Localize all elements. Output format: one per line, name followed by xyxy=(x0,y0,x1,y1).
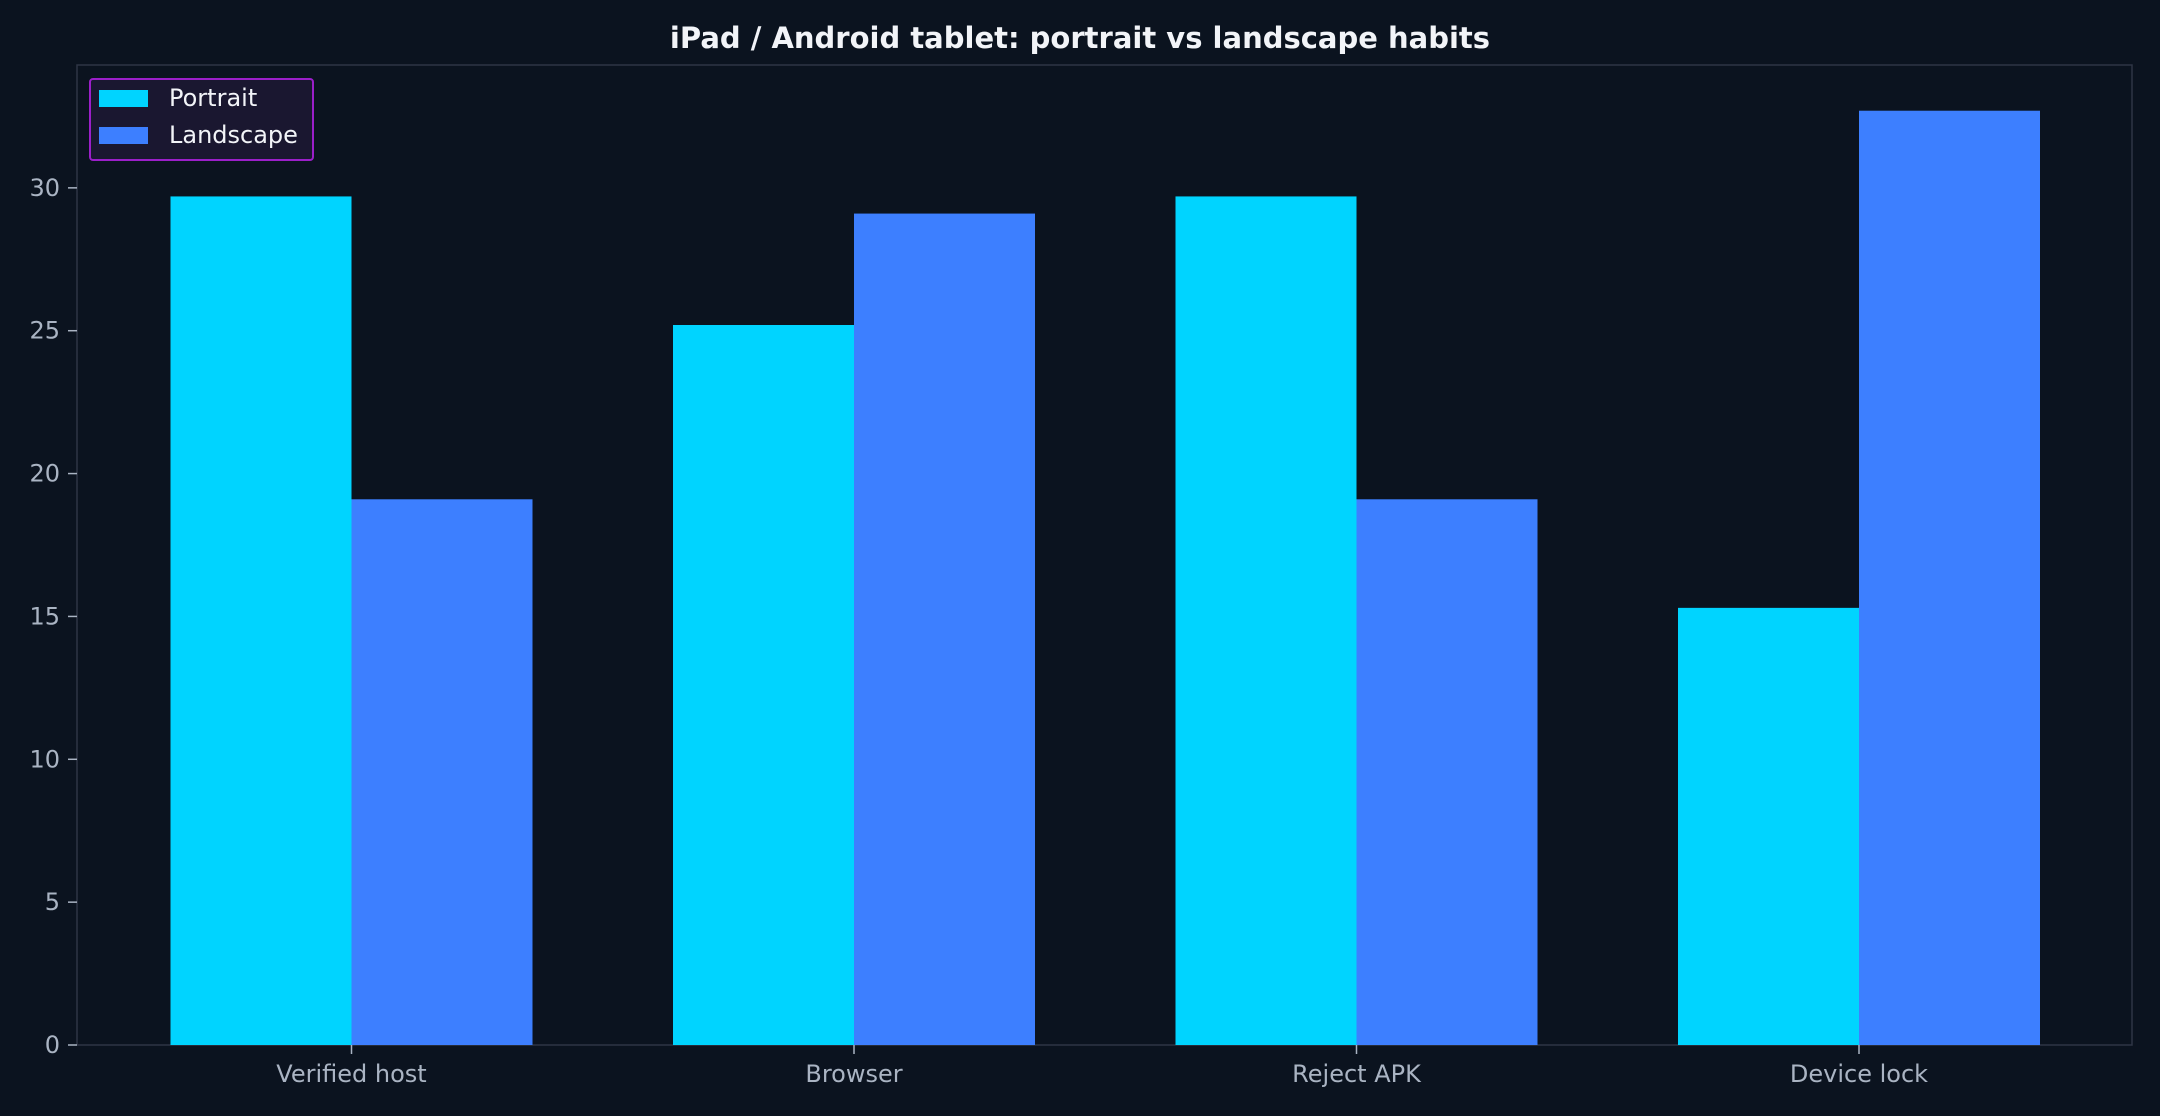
x-tick-label: Verified host xyxy=(276,1060,426,1088)
bar-portrait-4 xyxy=(1678,607,1859,1045)
bar-landscape-2 xyxy=(854,213,1035,1046)
bar-landscape-4 xyxy=(1859,110,2040,1045)
bar-landscape-1 xyxy=(351,499,533,1045)
legend: Portrait Landscape xyxy=(89,78,314,161)
bar-portrait-2 xyxy=(673,325,854,1045)
legend-swatch-portrait xyxy=(99,90,148,107)
y-tick-label: 5 xyxy=(45,888,60,916)
bar-landscape-3 xyxy=(1356,499,1538,1045)
bar-portrait-1 xyxy=(170,196,352,1045)
bar-portrait-3 xyxy=(1175,196,1357,1045)
legend-swatch-landscape xyxy=(99,127,148,144)
chart-title: iPad / Android tablet: portrait vs lands… xyxy=(670,21,1490,55)
y-tick-label: 15 xyxy=(29,602,60,630)
y-tick-label: 10 xyxy=(29,745,60,773)
x-tick-label: Reject APK xyxy=(1292,1060,1422,1088)
legend-label-landscape: Landscape xyxy=(169,121,298,149)
y-tick-label: 30 xyxy=(29,174,60,202)
bars-group xyxy=(170,110,2040,1046)
axes-group: 0 5 10 15 20 25 30 Verified host Browser Reject A… xyxy=(29,174,1928,1088)
x-tick-label: Browser xyxy=(805,1060,902,1088)
x-tick-label: Device lock xyxy=(1790,1060,1928,1088)
y-tick-label: 0 xyxy=(45,1031,60,1059)
legend-label-portrait: Portrait xyxy=(169,84,257,112)
y-tick-label: 25 xyxy=(29,317,60,345)
y-tick-label: 20 xyxy=(29,460,60,488)
plot-area xyxy=(76,64,2133,1046)
